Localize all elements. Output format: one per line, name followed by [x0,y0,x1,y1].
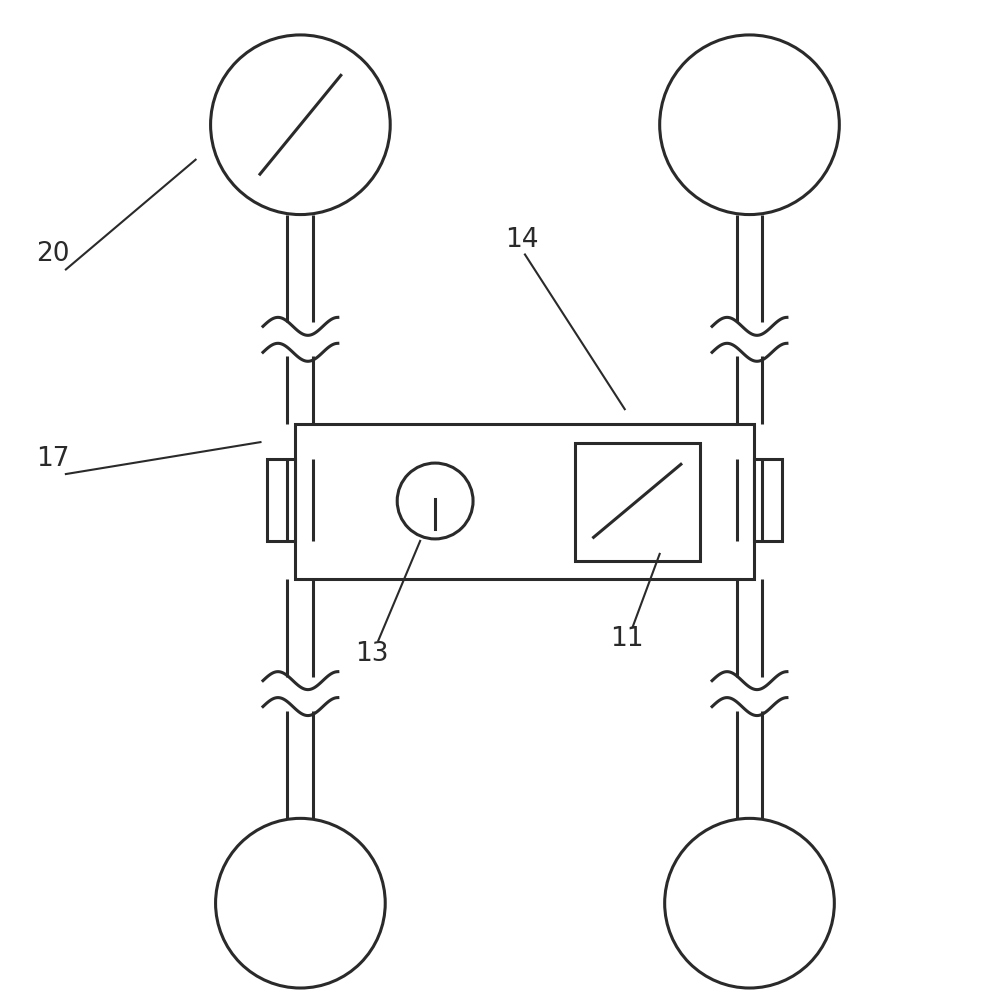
Bar [754,459,782,541]
Text: 20: 20 [36,242,69,267]
Text: 17: 17 [36,446,69,472]
Text: 11: 11 [610,626,643,652]
Text: 13: 13 [355,641,389,667]
Bar [295,424,754,579]
Bar [575,443,700,561]
Bar [267,459,295,541]
Text: 14: 14 [505,227,538,252]
